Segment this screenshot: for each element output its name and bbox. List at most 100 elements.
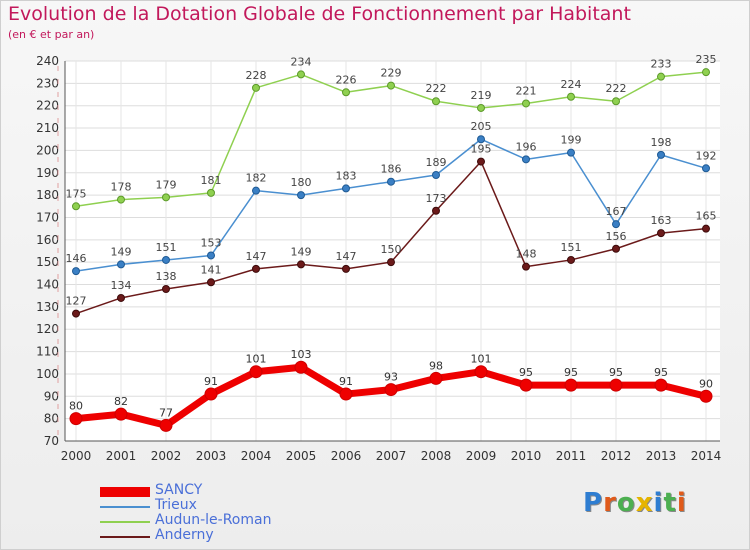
data-label-sancy: 93 — [384, 371, 398, 384]
data-label-trieux: 198 — [651, 136, 672, 149]
data-label-sancy: 91 — [204, 375, 218, 388]
data-label-sancy: 95 — [519, 366, 533, 379]
legend-label-anderny: Anderny — [155, 527, 214, 543]
data-label-sancy: 103 — [291, 348, 312, 361]
data-point-audun-le-roman — [207, 188, 215, 197]
y-tick-label: 230 — [36, 76, 59, 90]
data-point-audun-le-roman — [387, 81, 395, 90]
data-label-anderny: 163 — [651, 214, 672, 227]
data-point-anderny — [522, 262, 530, 271]
data-point-sancy — [699, 389, 713, 403]
data-point-trieux — [477, 135, 485, 144]
legend-label-trieux: Trieux — [155, 497, 197, 513]
y-tick-label: 110 — [36, 345, 59, 359]
data-label-anderny: 165 — [696, 210, 717, 223]
data-point-sancy — [384, 383, 398, 397]
data-label-trieux: 205 — [471, 120, 492, 133]
x-tick-label: 2011 — [556, 449, 587, 463]
data-point-sancy — [609, 378, 623, 392]
data-point-trieux — [117, 260, 125, 269]
data-point-sancy — [159, 418, 173, 432]
data-label-trieux: 167 — [606, 205, 627, 218]
data-label-audun-le-roman: 219 — [471, 89, 492, 102]
data-label-audun-le-roman: 228 — [246, 69, 267, 82]
data-point-trieux — [72, 267, 80, 276]
data-point-trieux — [297, 191, 305, 200]
data-label-anderny: 151 — [561, 241, 582, 254]
data-point-sancy — [519, 378, 533, 392]
data-point-trieux — [612, 220, 620, 229]
data-label-sancy: 95 — [654, 366, 668, 379]
data-label-anderny: 156 — [606, 230, 627, 243]
data-point-trieux — [522, 155, 530, 164]
data-point-anderny — [252, 264, 260, 273]
legend-label-sancy: SANCY — [155, 482, 203, 498]
data-label-anderny: 173 — [426, 192, 447, 205]
data-point-audun-le-roman — [612, 97, 620, 106]
x-tick-label: 2001 — [106, 449, 137, 463]
data-label-audun-le-roman: 222 — [426, 82, 447, 95]
y-tick-label: 210 — [36, 121, 59, 135]
data-label-anderny: 134 — [111, 279, 132, 292]
data-point-anderny — [297, 260, 305, 269]
y-tick-label: 100 — [36, 367, 59, 381]
legend-swatch-audun-le-roman — [100, 521, 150, 523]
y-tick-label: 130 — [36, 300, 59, 314]
data-point-trieux — [252, 186, 260, 195]
data-point-audun-le-roman — [522, 99, 530, 108]
data-point-sancy — [429, 371, 443, 385]
y-tick-label: 190 — [36, 166, 59, 180]
data-label-trieux: 182 — [246, 172, 267, 185]
data-label-sancy: 101 — [471, 353, 492, 366]
data-point-trieux — [432, 171, 440, 179]
data-point-trieux — [207, 251, 215, 260]
data-label-sancy: 90 — [699, 377, 713, 390]
legend-swatch-anderny — [100, 536, 150, 538]
x-tick-label: 2002 — [151, 449, 182, 463]
data-label-trieux: 146 — [66, 252, 87, 265]
data-point-audun-le-roman — [342, 88, 350, 97]
data-point-anderny — [432, 206, 440, 215]
y-tick-label: 160 — [36, 233, 59, 247]
data-label-audun-le-roman: 234 — [291, 55, 312, 68]
x-tick-label: 2000 — [61, 449, 92, 463]
data-label-audun-le-roman: 221 — [516, 84, 537, 97]
data-label-trieux: 151 — [156, 241, 177, 254]
data-label-audun-le-roman: 233 — [651, 58, 672, 71]
data-label-audun-le-roman: 224 — [561, 78, 582, 91]
data-point-anderny — [117, 293, 125, 302]
y-tick-label: 170 — [36, 210, 59, 224]
data-label-trieux: 196 — [516, 140, 537, 153]
data-label-anderny: 148 — [516, 248, 537, 261]
data-label-anderny: 127 — [66, 295, 87, 308]
data-label-sancy: 82 — [114, 395, 128, 408]
data-point-audun-le-roman — [297, 70, 305, 79]
data-label-audun-le-roman: 235 — [696, 53, 717, 66]
y-tick-label: 220 — [36, 99, 59, 113]
data-point-anderny — [387, 258, 395, 267]
data-label-sancy: 91 — [339, 375, 353, 388]
data-point-sancy — [474, 365, 488, 379]
data-label-anderny: 147 — [246, 250, 267, 263]
data-point-sancy — [339, 387, 353, 401]
data-label-anderny: 150 — [381, 243, 402, 256]
data-label-trieux: 199 — [561, 134, 582, 147]
data-label-trieux: 189 — [426, 156, 447, 169]
data-point-audun-le-roman — [252, 83, 260, 92]
data-point-audun-le-roman — [117, 195, 125, 204]
data-point-trieux — [342, 184, 350, 193]
data-point-anderny — [72, 309, 80, 318]
y-tick-label: 240 — [36, 54, 59, 68]
data-label-audun-le-roman: 179 — [156, 178, 177, 191]
data-label-trieux: 186 — [381, 163, 402, 176]
legend-swatch-trieux — [100, 506, 150, 508]
x-tick-label: 2010 — [511, 449, 542, 463]
data-point-audun-le-roman — [567, 92, 575, 101]
data-point-sancy — [69, 412, 83, 426]
data-point-audun-le-roman — [702, 68, 710, 77]
data-point-trieux — [702, 164, 710, 173]
data-label-sancy: 95 — [609, 366, 623, 379]
data-point-anderny — [612, 244, 620, 253]
data-point-anderny — [702, 224, 710, 233]
